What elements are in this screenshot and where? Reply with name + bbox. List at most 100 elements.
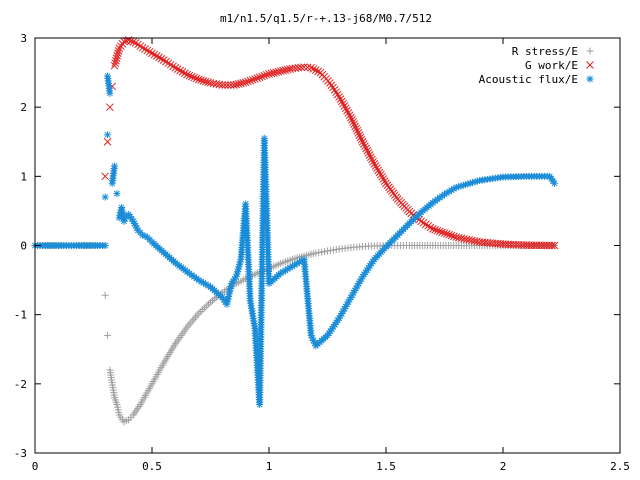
data-point: [269, 69, 278, 77]
data-point: [341, 104, 350, 113]
data-point: [312, 249, 320, 257]
data-point: [173, 65, 182, 73]
data-point: [120, 37, 128, 46]
data-point: [548, 241, 556, 250]
data-point: [336, 95, 345, 103]
data-point: [110, 61, 119, 70]
data-point: [379, 175, 388, 183]
data-point: [358, 137, 367, 146]
data-point: [192, 74, 201, 83]
legend-marker: [586, 47, 594, 55]
data-point: [262, 70, 271, 79]
data-point: [148, 49, 156, 58]
data-point: [337, 97, 346, 106]
legend-marker: [586, 61, 594, 69]
data-point: [426, 223, 435, 232]
data-point: [143, 46, 152, 55]
data-point: [131, 38, 140, 47]
data-point: [106, 103, 114, 112]
data-point: [326, 247, 334, 255]
y-tick-label: 1: [20, 170, 27, 183]
data-point: [345, 111, 354, 120]
data-point: [433, 226, 442, 235]
data-point: [101, 242, 109, 249]
data-point: [106, 89, 114, 97]
data-point: [340, 102, 349, 110]
data-point: [365, 151, 374, 159]
data-point: [359, 140, 368, 148]
series-1: [101, 36, 559, 250]
data-point: [113, 190, 121, 198]
data-point: [104, 331, 112, 339]
data-point: [112, 54, 121, 63]
data-point: [169, 62, 177, 71]
data-point: [307, 63, 315, 72]
chart-title: m1/n1.5/q1.5/r-+.13-j68/M0.7/512: [220, 12, 432, 25]
data-point: [378, 172, 386, 181]
data-point: [447, 231, 456, 240]
x-tick-label: 0.5: [142, 460, 162, 473]
data-point: [183, 70, 191, 79]
data-point: [152, 52, 161, 60]
data-point: [329, 246, 337, 254]
axis-ticks: 0 0.5 1 1.5 2 2.5 3 2 1 0 -1 -2 -3: [14, 32, 630, 473]
data-point: [352, 124, 361, 133]
data-point: [255, 73, 264, 82]
data-point: [440, 229, 449, 237]
data-point: [276, 67, 285, 76]
data-point: [185, 71, 194, 80]
data-point: [230, 81, 238, 89]
data-point: [171, 63, 180, 72]
data-point: [267, 69, 276, 78]
y-tick-label: 0: [20, 240, 27, 253]
data-point: [435, 227, 444, 236]
data-point: [241, 78, 250, 87]
data-point: [339, 99, 347, 108]
data-point: [145, 47, 154, 56]
data-point: [417, 217, 425, 226]
data-point: [279, 66, 287, 75]
y-tick-label: -3: [14, 447, 27, 460]
data-point: [348, 115, 356, 124]
data-point: [353, 126, 362, 135]
data-point: [550, 241, 559, 250]
legend-label: R stress/E: [512, 45, 578, 58]
data-point: [324, 247, 331, 255]
data-point: [343, 106, 351, 115]
data-point: [335, 92, 344, 101]
data-point: [344, 109, 353, 117]
data-point: [450, 232, 458, 241]
data-point: [251, 75, 259, 83]
data-point: [190, 73, 198, 82]
data-point: [141, 232, 149, 240]
y-tick-label: -1: [14, 309, 27, 322]
data-point: [309, 65, 318, 73]
data-point: [112, 56, 120, 65]
data-point: [297, 63, 306, 72]
data-point: [201, 77, 210, 86]
x-tick-label: 2: [500, 460, 507, 473]
data-point: [114, 46, 123, 55]
data-point: [442, 230, 451, 238]
data-point: [363, 146, 372, 155]
data-point: [354, 129, 363, 137]
x-tick-label: 2.5: [610, 460, 630, 473]
data-point: [157, 54, 166, 63]
data-point: [162, 57, 170, 66]
legend-item: R stress/E: [512, 45, 594, 58]
data-point: [374, 166, 383, 175]
data-point: [330, 86, 339, 94]
data-point: [329, 83, 337, 92]
legend-marker: [586, 75, 594, 83]
data-point: [164, 59, 173, 68]
data-point: [347, 113, 355, 122]
data-point: [350, 120, 358, 128]
data-point: [373, 164, 381, 173]
data-point: [550, 179, 558, 187]
data-point: [218, 81, 227, 89]
data-point: [127, 37, 135, 45]
data-point: [221, 81, 229, 89]
data-point: [375, 168, 384, 177]
data-point: [253, 74, 262, 82]
